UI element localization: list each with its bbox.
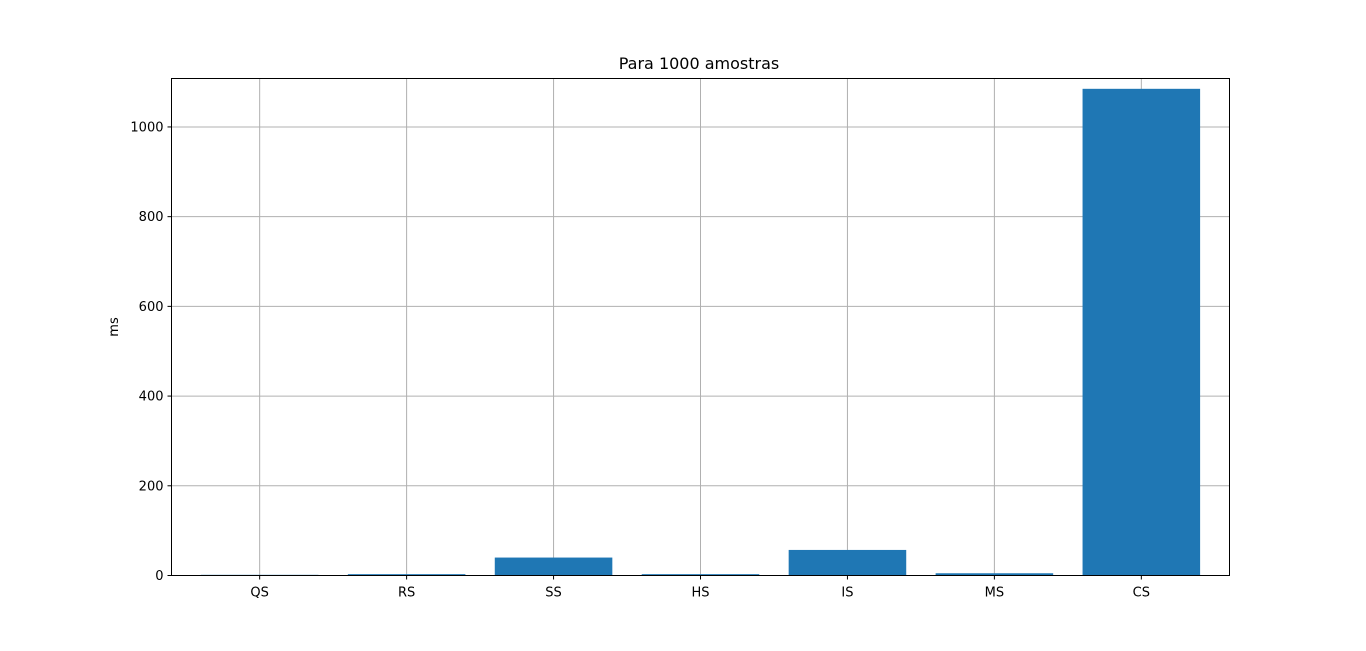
y-tick-label: 600 [139, 300, 164, 315]
bar-ms [935, 573, 1054, 576]
x-tick-label: SS [545, 586, 562, 601]
y-tick-label: 0 [155, 569, 163, 584]
grid-layer [171, 78, 1230, 576]
y-axis-label: ms [107, 317, 122, 337]
x-tick-label: HS [691, 586, 709, 601]
x-tick-label: IS [841, 586, 853, 601]
y-tick-label: 200 [139, 479, 164, 494]
y-tick-label: 400 [139, 390, 164, 405]
bar-ss [494, 557, 613, 576]
x-tick-label: CS [1133, 586, 1150, 601]
chart-title: Para 1000 amostras [619, 54, 780, 73]
x-tick-label: RS [398, 586, 415, 601]
bar-hs [641, 574, 760, 576]
bar-cs [1082, 88, 1201, 576]
bar-rs [347, 574, 466, 576]
ticks-layer: QS RS SS HS IS MS CS 0 200 400 600 800 1000 [130, 120, 1150, 600]
x-tick-label: MS [985, 586, 1004, 601]
y-tick-label: 1000 [130, 120, 163, 135]
bar-is [788, 549, 907, 576]
bars-layer [200, 88, 1201, 576]
x-tick-label: QS [250, 586, 268, 601]
y-tick-label: 800 [139, 210, 164, 225]
